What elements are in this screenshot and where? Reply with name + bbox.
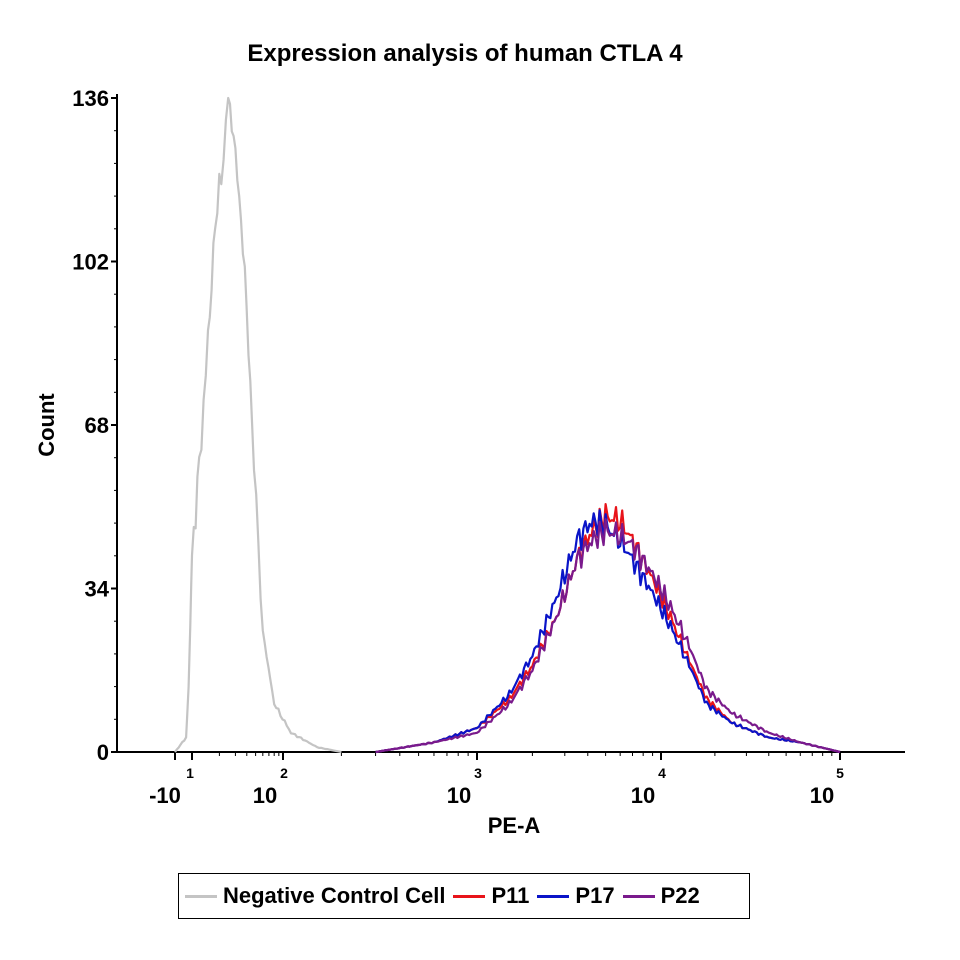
y-tick-label: 34 bbox=[85, 577, 110, 602]
series-lines bbox=[174, 96, 841, 754]
chart-title: Expression analysis of human CTLA 4 bbox=[247, 40, 683, 67]
series-line-p17 bbox=[375, 509, 841, 754]
x-tick-exponent: 4 bbox=[658, 765, 666, 781]
x-tick-label: 10 bbox=[810, 783, 834, 808]
legend-label: P11 bbox=[491, 883, 530, 908]
x-tick-label: 10 bbox=[447, 783, 471, 808]
legend-item: Negative Control Cell bbox=[185, 883, 445, 909]
y-axis-label: Count bbox=[34, 393, 59, 457]
legend-swatch bbox=[622, 894, 655, 898]
legend-swatch bbox=[185, 894, 217, 898]
y-tick-label: 68 bbox=[85, 413, 109, 438]
legend-label: P17 bbox=[575, 883, 615, 908]
legend-item: P22 bbox=[622, 883, 700, 909]
legend-label: Negative Control Cell bbox=[223, 883, 446, 908]
legend-swatch bbox=[453, 894, 486, 898]
series-line-p11 bbox=[375, 503, 841, 754]
x-tick-label: 10 bbox=[631, 783, 655, 808]
axes bbox=[116, 94, 905, 753]
legend-item: P17 bbox=[537, 883, 615, 909]
legend-label: P22 bbox=[660, 883, 700, 908]
y-tick-label: 136 bbox=[72, 86, 109, 111]
legend: Negative Control Cell P11 P17 P22 bbox=[178, 873, 750, 919]
x-axis-label: PE-A bbox=[488, 813, 541, 838]
legend-item: P11 bbox=[453, 883, 529, 909]
y-tick-label: 102 bbox=[72, 250, 109, 275]
y-ticks: 0 34 68 102 136 bbox=[72, 86, 117, 765]
x-tick-exponent: 3 bbox=[474, 765, 482, 781]
y-tick-label: 0 bbox=[97, 740, 109, 765]
series-line-p22 bbox=[375, 518, 841, 754]
series-line-negative-control-cell bbox=[174, 96, 342, 754]
x-tick-exponent: 2 bbox=[280, 765, 288, 781]
x-tick-exponent: 1 bbox=[186, 765, 194, 781]
legend-swatch bbox=[537, 894, 570, 898]
x-tick-label: 10 bbox=[253, 783, 277, 808]
x-tick-exponent: 5 bbox=[836, 765, 844, 781]
x-tick-label: -10 bbox=[149, 783, 181, 808]
